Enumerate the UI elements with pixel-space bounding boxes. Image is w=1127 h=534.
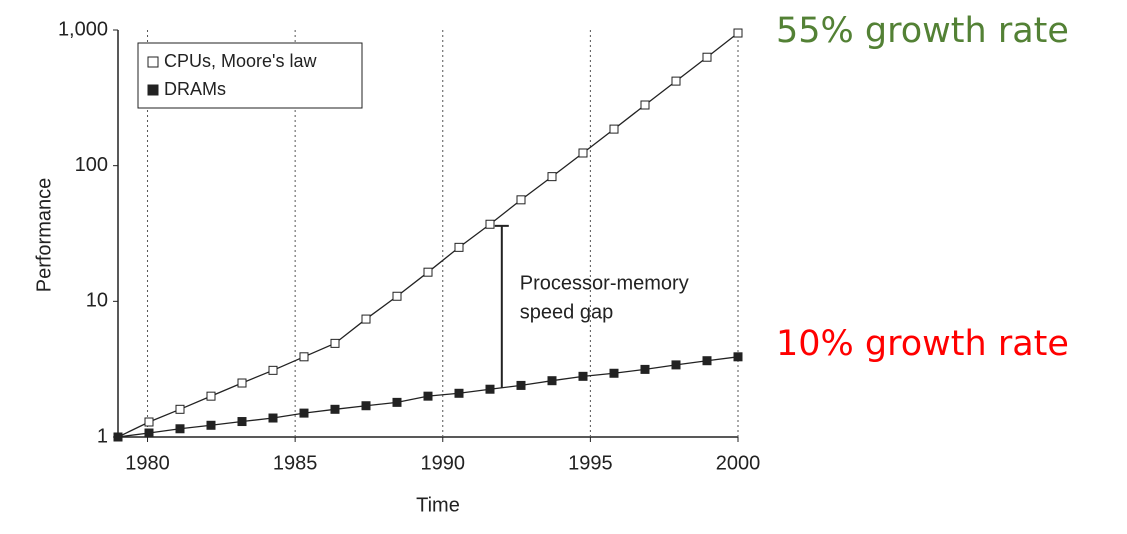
data-point [113, 432, 123, 442]
data-point [454, 242, 464, 252]
data-point [547, 172, 557, 182]
data-point [671, 76, 681, 86]
data-point [578, 148, 588, 158]
data-point [423, 267, 433, 277]
data-point [144, 428, 154, 438]
data-point [206, 391, 216, 401]
data-point [392, 291, 402, 301]
data-point [361, 401, 371, 411]
data-point [702, 356, 712, 366]
data-point [392, 397, 402, 407]
data-point [237, 378, 247, 388]
data-point [733, 352, 743, 362]
x-tick-label: 1995 [568, 452, 613, 474]
y-tick-label: 1,000 [58, 18, 108, 40]
data-point [671, 360, 681, 370]
y-axis-label: Performance [33, 178, 55, 293]
data-point [516, 380, 526, 390]
data-point [237, 417, 247, 427]
data-point [206, 420, 216, 430]
data-point [299, 408, 309, 418]
data-point [299, 352, 309, 362]
data-point [547, 376, 557, 386]
legend-label: DRAMs [164, 79, 226, 99]
data-point [733, 28, 743, 38]
x-axis-label: Time [416, 494, 460, 516]
data-point [609, 124, 619, 134]
data-point [423, 391, 433, 401]
data-point [702, 52, 712, 62]
data-point [640, 364, 650, 374]
data-point [268, 413, 278, 423]
data-point [175, 424, 185, 434]
data-point [609, 368, 619, 378]
legend-box [137, 42, 363, 109]
data-point [516, 195, 526, 205]
data-point [454, 388, 464, 398]
legend-label: CPUs, Moore's law [164, 51, 317, 71]
data-point [485, 384, 495, 394]
legend-swatch [147, 84, 159, 96]
data-point [485, 219, 495, 229]
data-point [330, 404, 340, 414]
data-point [330, 338, 340, 348]
annotation-text: Processor-memory [520, 272, 689, 294]
growth-label: 10% growth rate [776, 324, 1069, 364]
data-point [361, 314, 371, 324]
annotation-text: speed gap [520, 301, 613, 323]
x-tick-label: 1980 [125, 452, 170, 474]
data-point [578, 371, 588, 381]
x-tick-label: 1985 [273, 452, 318, 474]
growth-label: 55% growth rate [776, 11, 1069, 51]
y-tick-label: 1 [97, 425, 108, 447]
legend-swatch [147, 56, 159, 68]
data-point [144, 417, 154, 427]
data-point [175, 404, 185, 414]
data-point [640, 100, 650, 110]
y-tick-label: 100 [75, 154, 108, 176]
y-tick-label: 10 [86, 290, 108, 312]
data-point [268, 365, 278, 375]
x-tick-label: 1990 [421, 452, 466, 474]
x-tick-label: 2000 [716, 452, 761, 474]
